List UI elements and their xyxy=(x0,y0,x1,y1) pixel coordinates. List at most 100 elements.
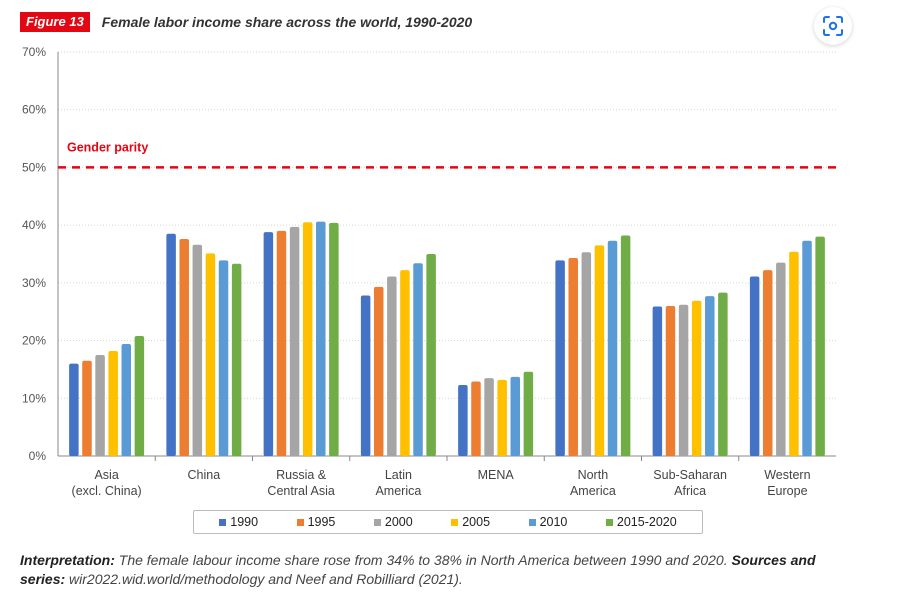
bar xyxy=(316,221,326,456)
bar xyxy=(802,240,812,456)
legend-label: 1995 xyxy=(307,515,336,529)
bar xyxy=(581,252,592,456)
category-label: Latin xyxy=(385,468,412,482)
legend-item: 2010 xyxy=(528,515,568,529)
axis-labels: 0% 10% 20% 30% 40% 50% 60% 70% Asia (excl. China)… xyxy=(22,45,811,498)
bar xyxy=(360,295,371,456)
category-label: Africa xyxy=(674,484,706,498)
legend-swatch xyxy=(605,518,613,526)
category-label: America xyxy=(375,484,421,498)
category-label: China xyxy=(188,468,221,482)
y-tick-label: 70% xyxy=(22,45,46,59)
bar xyxy=(678,304,689,456)
bar-chart: Gender parity 0% 10% 20% 30% 40% 50% 60% 70% Asi… xyxy=(22,45,836,498)
bar xyxy=(607,240,618,456)
y-tick-label: 20% xyxy=(22,334,46,348)
legend-item: 2015-2020 xyxy=(605,515,677,529)
y-tick-label: 10% xyxy=(22,391,46,405)
sources-label: Sources and series: xyxy=(20,552,816,587)
bar xyxy=(179,238,189,456)
legend-item: 1995 xyxy=(296,515,336,529)
bar xyxy=(749,276,760,456)
bar xyxy=(108,350,118,456)
bar xyxy=(555,260,565,456)
legend: 1990 1995 2000 2005 2010 2015-2020 xyxy=(193,510,703,534)
category-label: MENA xyxy=(478,468,515,482)
legend-item: 1990 xyxy=(219,515,258,529)
y-tick-label: 30% xyxy=(22,276,46,290)
bar xyxy=(413,263,423,456)
chart-title: Female labor income share across the wor… xyxy=(101,14,473,30)
figure-header: Figure 13 Female labor income share acro… xyxy=(20,11,472,33)
footnote: Interpretation: The female labour income… xyxy=(20,551,860,589)
category-label: Western xyxy=(764,468,810,482)
legend-item: 2000 xyxy=(373,515,413,529)
y-tick-label: 0% xyxy=(29,449,47,463)
bar xyxy=(192,244,203,456)
bar xyxy=(276,230,287,456)
bar xyxy=(289,226,300,456)
bar xyxy=(484,378,494,456)
bar xyxy=(776,262,786,456)
interpretation-label: Interpretation: xyxy=(20,552,115,568)
bar xyxy=(95,355,105,456)
bar xyxy=(594,245,605,456)
bar xyxy=(426,254,436,456)
category-label: Asia xyxy=(94,468,118,482)
legend-swatch xyxy=(296,518,304,526)
bar xyxy=(329,222,339,456)
legend-item: 2005 xyxy=(451,515,490,529)
bar xyxy=(510,376,521,456)
bar xyxy=(166,233,176,456)
legend-label: 1990 xyxy=(230,515,259,529)
bar xyxy=(762,270,773,456)
legend-swatch xyxy=(373,518,381,526)
legend-label: 2015-2020 xyxy=(616,515,677,529)
interpretation-text: The female labour income share rose from… xyxy=(118,552,728,568)
bars xyxy=(69,221,825,456)
bar xyxy=(69,363,79,456)
bar xyxy=(497,379,507,456)
y-tick-label: 50% xyxy=(22,160,46,174)
bar xyxy=(705,296,715,456)
figure-badge: Figure 13 xyxy=(20,12,90,32)
legend-swatch xyxy=(528,518,536,526)
bar xyxy=(231,263,242,456)
gender-parity-line: Gender parity xyxy=(58,140,836,169)
bar xyxy=(400,270,410,456)
bar xyxy=(263,232,274,456)
category-label: Europe xyxy=(767,484,807,498)
parity-label: Gender parity xyxy=(67,140,148,154)
bar xyxy=(568,258,578,456)
bar xyxy=(302,222,313,456)
legend-label: 2005 xyxy=(462,515,491,529)
bar xyxy=(652,306,663,456)
legend-label: 2000 xyxy=(384,515,413,529)
bar xyxy=(373,286,384,456)
bar xyxy=(815,236,825,456)
bar xyxy=(82,360,92,456)
legend-label: 2010 xyxy=(539,515,568,529)
bar xyxy=(523,371,534,456)
bar xyxy=(218,260,229,456)
category-label: Sub-Saharan xyxy=(653,468,727,482)
y-tick-label: 60% xyxy=(22,103,46,117)
bar xyxy=(205,253,216,456)
bar xyxy=(789,251,799,456)
bar xyxy=(718,292,728,456)
bar xyxy=(458,385,468,456)
category-label: North xyxy=(578,468,609,482)
bar xyxy=(121,344,132,456)
bar xyxy=(620,235,631,456)
category-label: (excl. China) xyxy=(72,484,142,498)
visual-search-button[interactable] xyxy=(814,7,852,45)
bar xyxy=(691,300,702,456)
legend-swatch xyxy=(219,518,227,526)
bar xyxy=(471,381,481,456)
category-label: America xyxy=(570,484,616,498)
y-tick-label: 40% xyxy=(22,218,46,232)
axes xyxy=(57,52,836,461)
category-label: Russia & xyxy=(276,468,327,482)
lens-icon xyxy=(823,16,843,36)
legend-swatch xyxy=(451,518,459,526)
